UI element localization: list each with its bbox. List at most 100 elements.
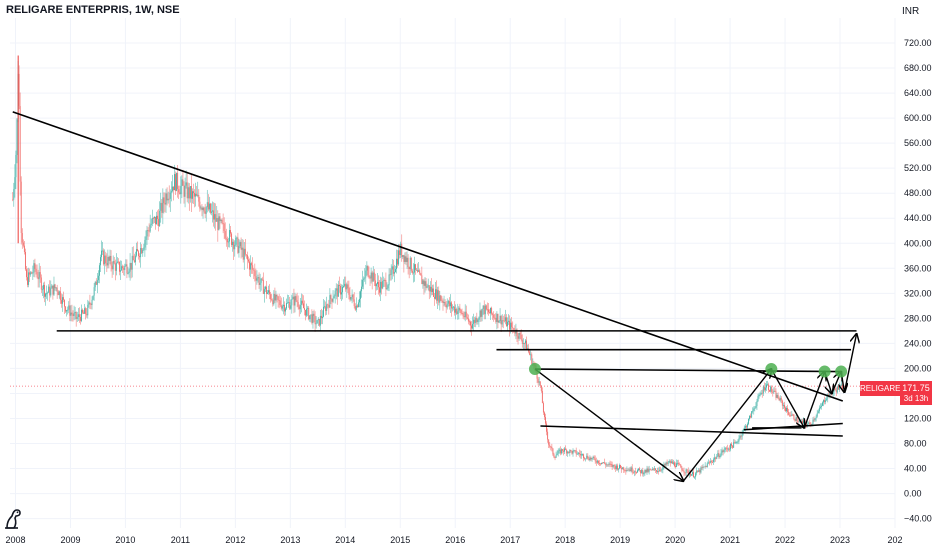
candle-body (51, 285, 53, 289)
candle-body (123, 268, 125, 270)
candle-body (159, 210, 161, 227)
candle-body (272, 300, 274, 305)
candle-body (452, 307, 453, 309)
x-tick-label: 2019 (610, 535, 630, 545)
candle-body (754, 407, 756, 409)
candle-body (517, 336, 519, 339)
candle-body (815, 416, 817, 419)
candle-body (312, 313, 314, 323)
candle-body (435, 289, 437, 299)
candle-body (838, 385, 840, 390)
candle-body (56, 287, 58, 292)
candle-body (478, 317, 480, 320)
candle-body (622, 467, 624, 470)
y-tick-label: 480.00 (904, 188, 932, 198)
candle-body (206, 202, 208, 208)
y-tick-label: 80.00 (904, 439, 927, 449)
candle-body (203, 207, 205, 212)
candle-body (661, 469, 663, 471)
candle-body (252, 265, 254, 270)
candle-body (300, 300, 302, 305)
y-tick-label: 640.00 (904, 88, 932, 98)
candle-body (110, 255, 112, 266)
candle-body (198, 194, 200, 202)
candle-body (149, 225, 151, 232)
dino-logo-icon[interactable] (4, 506, 24, 530)
candle-body (811, 423, 813, 425)
candle-body (219, 216, 221, 221)
candle-body (603, 462, 605, 464)
candle-body (21, 233, 23, 243)
candle-body (733, 442, 735, 448)
candle-body (595, 461, 597, 463)
candle-body (301, 300, 303, 304)
candle-body (609, 463, 611, 465)
candle-body (773, 390, 775, 393)
candle-body (90, 304, 92, 305)
candle-body (484, 305, 486, 315)
candle-body (583, 454, 585, 459)
candle-body (619, 465, 620, 469)
candle-body (588, 458, 590, 461)
candle-body (523, 343, 525, 345)
candle-body (456, 308, 458, 314)
candle-body (620, 465, 622, 468)
candle-body (162, 197, 164, 213)
candle-body (267, 292, 268, 294)
candle-body (473, 319, 475, 324)
candle-body (522, 343, 524, 345)
candle-body (366, 266, 368, 271)
candle-body (482, 305, 484, 309)
y-tick-label: −40.00 (904, 514, 932, 524)
price-axis: −40.000.0040.0080.00120.00160.00200.0024… (904, 38, 932, 524)
candle-body (171, 186, 173, 192)
candle-body (493, 314, 495, 318)
candle-body (840, 384, 841, 386)
candle-body (84, 308, 86, 314)
candle-body (466, 317, 468, 319)
candle-body (651, 469, 653, 471)
arrow-line (843, 334, 856, 393)
candle-body (103, 250, 105, 265)
candle-body (635, 472, 637, 473)
candle-body (330, 295, 332, 299)
candle-body (260, 278, 262, 283)
candle-body (429, 286, 431, 292)
candle-body (192, 191, 193, 199)
candle-body (77, 314, 79, 318)
candle-body (204, 211, 206, 214)
candle-body (401, 243, 403, 258)
candle-body (169, 192, 171, 199)
candle-body (130, 262, 132, 270)
candle-body (721, 450, 723, 453)
candle-body (727, 448, 729, 450)
candle-body (384, 279, 386, 281)
candle-body (672, 462, 674, 464)
candle-body (46, 293, 48, 295)
candle-body (648, 469, 650, 472)
candle-body (71, 312, 73, 315)
candle-body (375, 284, 377, 287)
candle-body (507, 321, 508, 327)
candle-body (836, 386, 838, 393)
candle-body (480, 310, 482, 317)
candle-body (172, 186, 174, 191)
arrow-line (803, 372, 824, 429)
candle-body (248, 259, 249, 262)
candle-body (742, 429, 744, 434)
candle-body (242, 247, 244, 260)
candle-body (150, 223, 152, 226)
candle-body (766, 384, 767, 388)
candle-body (697, 470, 699, 472)
candle-body (310, 314, 312, 316)
candle-body (680, 464, 682, 468)
candle-body (108, 256, 110, 261)
candle-body (726, 448, 728, 450)
candle-body (625, 470, 627, 472)
candle-body (743, 427, 745, 430)
candle-body (405, 256, 407, 262)
candle-body (615, 465, 617, 469)
candle-body (596, 460, 598, 463)
candle-body (574, 450, 576, 452)
